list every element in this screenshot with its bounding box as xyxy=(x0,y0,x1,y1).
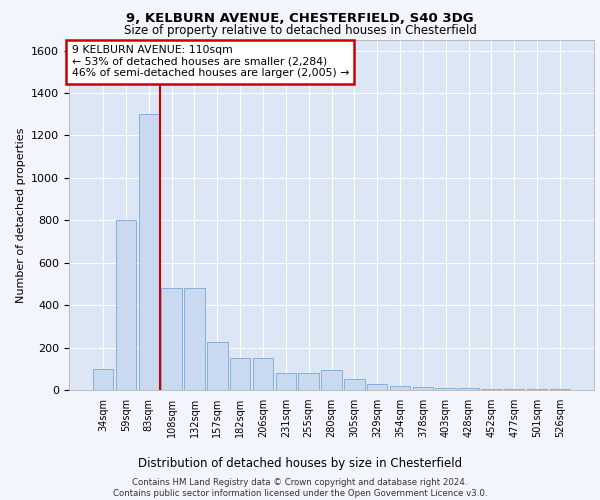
Bar xyxy=(436,388,456,390)
Bar xyxy=(161,288,182,390)
Bar xyxy=(116,220,136,390)
Bar xyxy=(527,389,547,390)
Bar xyxy=(275,373,296,390)
Bar xyxy=(367,384,388,390)
Bar xyxy=(184,288,205,390)
Text: 9 KELBURN AVENUE: 110sqm
← 53% of detached houses are smaller (2,284)
46% of sem: 9 KELBURN AVENUE: 110sqm ← 53% of detach… xyxy=(71,46,349,78)
Text: Size of property relative to detached houses in Chesterfield: Size of property relative to detached ho… xyxy=(124,24,476,37)
Bar xyxy=(298,373,319,390)
Text: Distribution of detached houses by size in Chesterfield: Distribution of detached houses by size … xyxy=(138,458,462,470)
Bar xyxy=(413,388,433,390)
Bar xyxy=(93,369,113,390)
Bar xyxy=(458,388,479,390)
Bar xyxy=(321,370,342,390)
Bar xyxy=(253,358,273,390)
Bar xyxy=(344,380,365,390)
Text: Contains HM Land Registry data © Crown copyright and database right 2024.
Contai: Contains HM Land Registry data © Crown c… xyxy=(113,478,487,498)
Bar xyxy=(207,342,227,390)
Y-axis label: Number of detached properties: Number of detached properties xyxy=(16,128,26,302)
Bar xyxy=(139,114,159,390)
Bar xyxy=(390,386,410,390)
Bar xyxy=(230,358,250,390)
Bar xyxy=(504,389,524,390)
Text: 9, KELBURN AVENUE, CHESTERFIELD, S40 3DG: 9, KELBURN AVENUE, CHESTERFIELD, S40 3DG xyxy=(126,12,474,26)
Bar xyxy=(550,389,570,390)
Bar xyxy=(481,389,502,390)
